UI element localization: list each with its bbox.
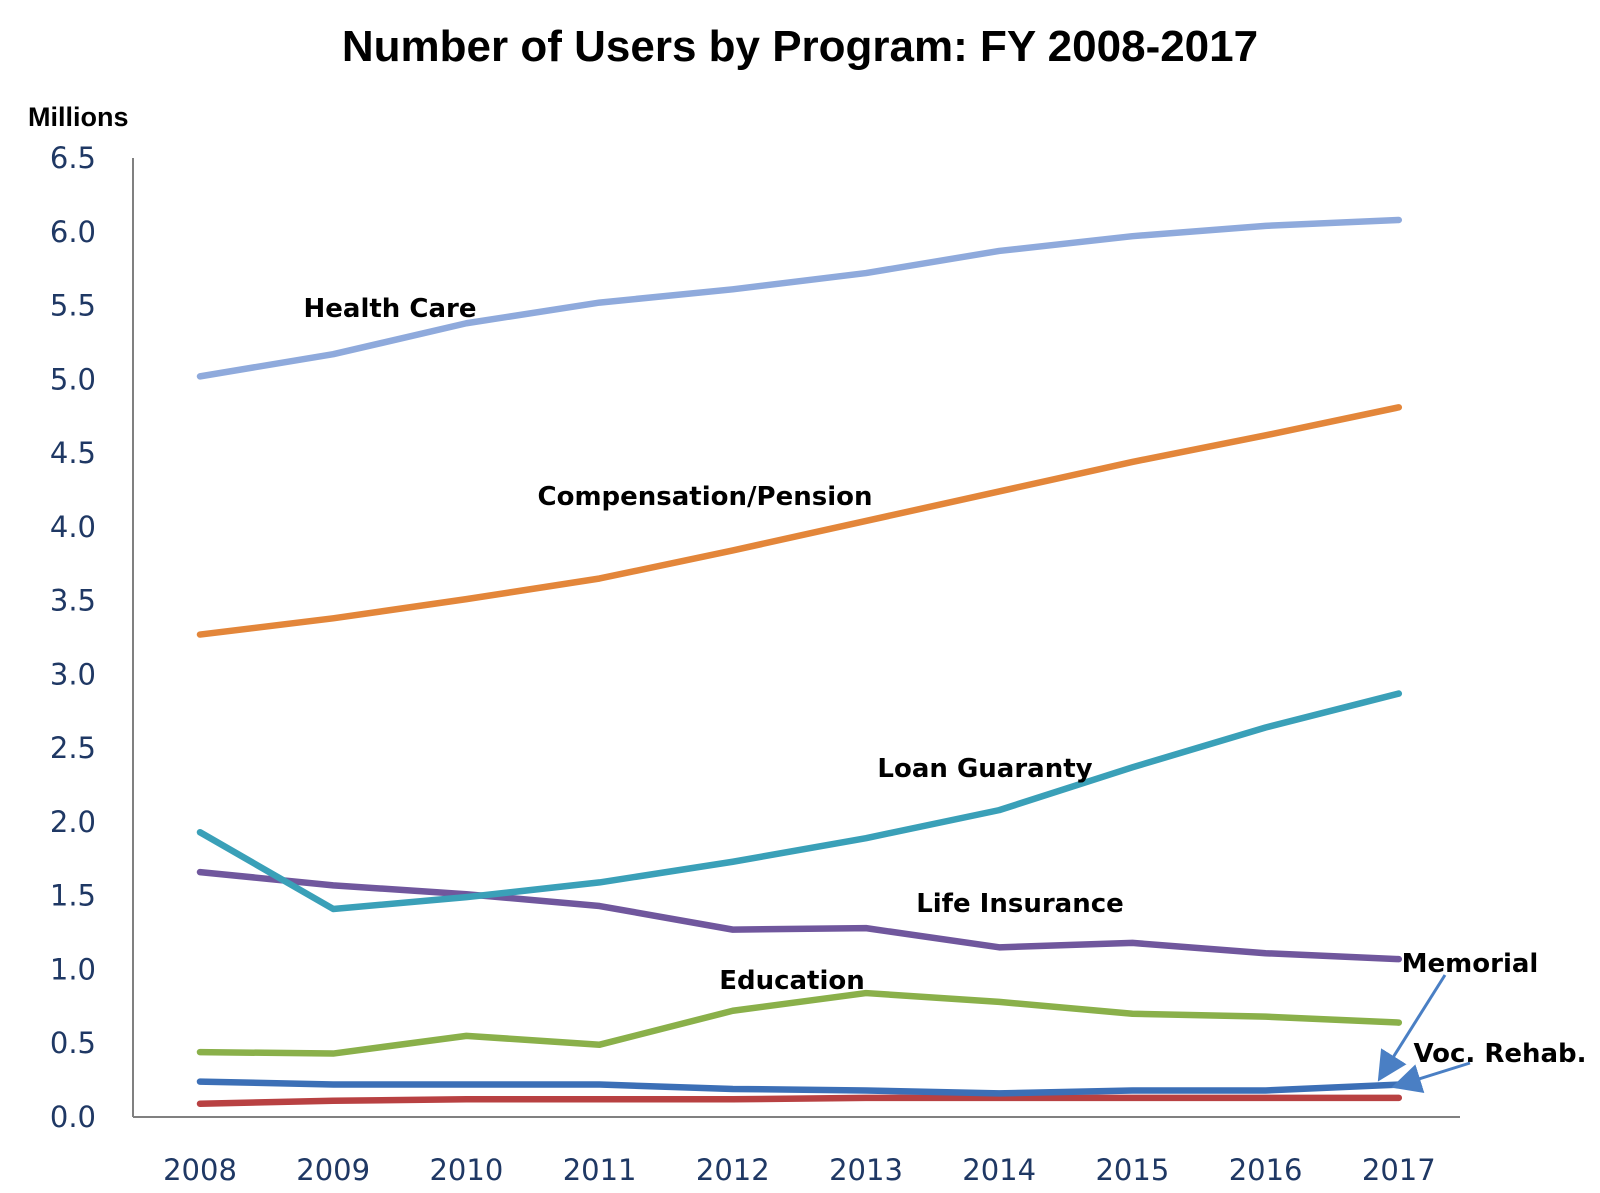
chart-title: Number of Users by Program: FY 2008-2017 [341,22,1259,71]
x-tick-label: 2009 [296,1153,370,1187]
y-tick-label: 0.0 [50,1100,96,1134]
y-tick-label: 0.5 [50,1026,96,1060]
series-line-life-insurance [196,868,1403,963]
y-tick-label: 2.0 [50,805,96,839]
x-tick-label: 2013 [829,1153,903,1187]
y-tick-label: 4.0 [50,510,96,544]
x-tick-label: 2014 [962,1153,1036,1187]
y-axis-unit-label: Millions [28,102,129,132]
series-label-health-care: Health Care [304,294,477,324]
series-label-education: Education [719,966,865,996]
y-tick-label: 5.5 [50,289,96,323]
series-line-education [196,989,1403,1057]
x-tick-label: 2010 [429,1153,503,1187]
y-tick-label: 5.0 [50,362,96,396]
series-label-memorial: Memorial [1402,949,1539,979]
y-tick-label: 4.5 [50,436,96,470]
x-tick-label: 2016 [1229,1153,1303,1187]
series-label-loan-guaranty: Loan Guaranty [877,754,1092,784]
y-tick-label: 3.0 [50,657,96,691]
y-tick-label: 1.5 [50,879,96,913]
x-tick-label: 2012 [696,1153,770,1187]
voc-rehab-callout-arrow [1391,1061,1471,1093]
x-tick-label: 2015 [1095,1153,1169,1187]
y-tick-label: 1.0 [50,952,96,986]
series-line-voc-rehab [196,1094,1403,1107]
series-label-voc-rehab: Voc. Rehab. [1413,1039,1586,1069]
x-tick-label: 2017 [1362,1153,1436,1187]
series-label-compensation-pension: Compensation/Pension [538,482,873,512]
x-tick-label: 2011 [563,1153,637,1187]
y-tick-label: 6.5 [50,141,96,175]
x-tick-label: 2008 [163,1153,237,1187]
series-line-loan-guaranty [196,690,1403,913]
y-tick-label: 3.5 [50,584,96,618]
y-tick-label: 6.0 [50,215,96,249]
y-tick-label: 2.5 [50,731,96,765]
series-line-compensation-pension [196,404,1403,638]
series-line-memorial [196,1078,1403,1097]
memorial-callout-arrow [1377,974,1447,1082]
series-line-health-care [196,216,1403,380]
series-label-life-insurance: Life Insurance [916,889,1124,919]
